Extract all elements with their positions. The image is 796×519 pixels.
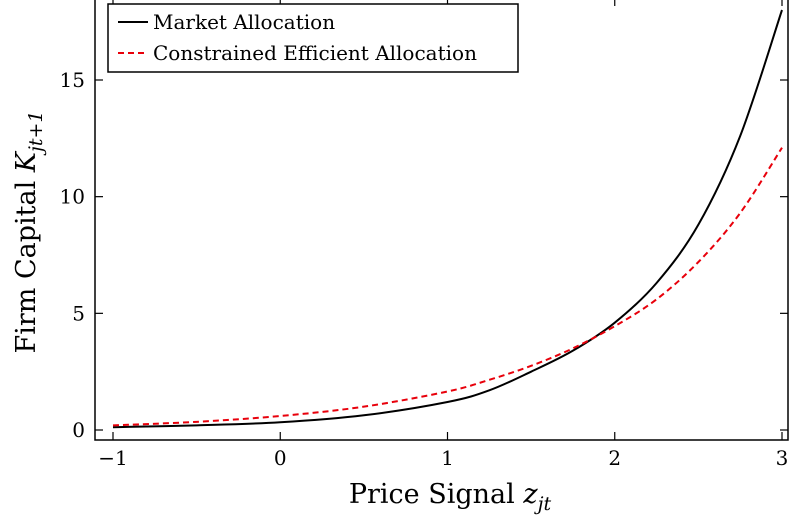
y-tick-label: 0: [72, 418, 85, 442]
axis-ticks: −1 0 1 2 3 0 5 10 15: [60, 0, 789, 470]
series-line-market-allocation: [112, 9, 783, 429]
y-tick-label: 5: [72, 301, 85, 325]
y-axis-label: Firm Capital Kjt+1: [11, 110, 47, 353]
legend-label-market-allocation: Market Allocation: [153, 10, 335, 34]
y-tick-label: 10: [60, 185, 85, 209]
x-axis-label-symbol: z: [522, 479, 538, 510]
y-tick-label: 15: [60, 68, 85, 92]
x-tick-label: 1: [441, 446, 454, 470]
x-tick-label: −1: [98, 446, 127, 470]
series-line-constrained-efficient-allocation: [112, 147, 783, 427]
legend: Market Allocation Constrained Efficient …: [107, 3, 519, 73]
x-tick-label: 3: [776, 446, 789, 470]
x-axis-label: Price Signal zjt: [349, 479, 552, 515]
x-axis-label-subscript: jt: [534, 493, 552, 515]
legend-box: [107, 3, 519, 73]
y-axis-label-symbol: K: [11, 150, 42, 173]
plot-frame: [94, 0, 789, 441]
x-axis-label-text: Price Signal: [349, 479, 515, 510]
legend-label-constrained-efficient-allocation: Constrained Efficient Allocation: [153, 41, 477, 65]
plot-series: [112, 9, 783, 429]
y-axis-label-text: Firm Capital: [11, 181, 42, 354]
x-tick-label: 2: [608, 446, 621, 470]
x-tick-label: 0: [274, 446, 287, 470]
y-axis-label-subscript: jt+1: [25, 110, 47, 156]
